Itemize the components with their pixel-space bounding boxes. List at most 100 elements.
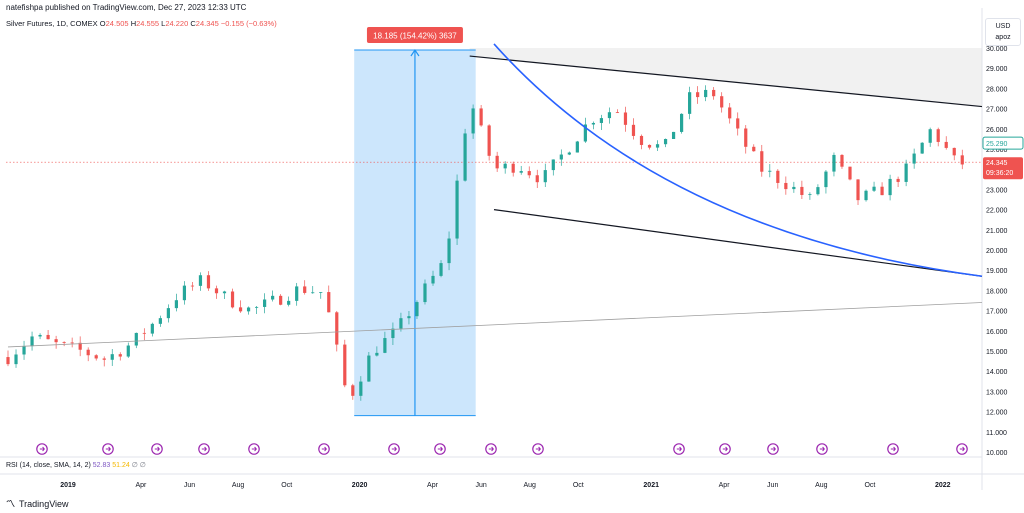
candle-body xyxy=(54,339,58,343)
event-marker-icon xyxy=(956,443,968,455)
candle-body xyxy=(800,186,804,195)
x-tick-label: Apr xyxy=(135,482,147,489)
y-tick-label: 20.000 xyxy=(986,248,1008,255)
candle-body xyxy=(391,328,395,339)
candle-body xyxy=(238,307,243,312)
candle-body xyxy=(46,334,50,340)
x-tick-label: Jun xyxy=(184,482,195,489)
event-arrow xyxy=(770,446,776,452)
candle-body xyxy=(808,194,812,196)
event-arrow xyxy=(321,446,327,452)
candle-body xyxy=(599,118,604,123)
candle-body xyxy=(158,318,162,324)
event-arrow xyxy=(488,446,494,452)
candle-body xyxy=(407,316,411,319)
candle-body xyxy=(190,285,195,287)
y-tick-label: 19.000 xyxy=(986,268,1008,275)
y-tick-label: 27.000 xyxy=(986,107,1008,114)
candle-body xyxy=(126,345,130,357)
event-marker-icon xyxy=(719,443,731,455)
candle-body xyxy=(166,308,170,319)
y-tick-label: 21.000 xyxy=(986,228,1008,235)
candle-body xyxy=(431,275,435,284)
event-arrow xyxy=(535,446,541,452)
symbol-legend[interactable]: Silver Futures, 1D, COMEX O24.505 H24.55… xyxy=(6,19,277,28)
event-arrow xyxy=(251,446,257,452)
x-tick-label: Aug xyxy=(232,482,245,489)
candle-body xyxy=(14,354,18,365)
candle-body xyxy=(463,133,467,181)
candle-body xyxy=(712,89,716,97)
rsi-legend[interactable]: RSI (14, close, SMA, 14, 2) 52.83 51.24 … xyxy=(6,461,146,469)
candle-body xyxy=(487,125,491,156)
candle-body xyxy=(896,178,900,182)
publisher-line: natefishpa published on TradingView.com,… xyxy=(6,3,247,12)
x-tick-label: Oct xyxy=(864,482,875,489)
candle-body xyxy=(840,154,844,167)
candle-body xyxy=(816,187,820,195)
event-marker-icon xyxy=(532,443,544,455)
candle-body xyxy=(960,155,964,165)
channel-shading xyxy=(469,48,982,107)
candle-body xyxy=(679,113,684,132)
event-marker-icon xyxy=(767,443,779,455)
countdown-label: 09:36:20 xyxy=(986,170,1013,177)
event-marker-icon xyxy=(388,443,400,455)
candle-body xyxy=(752,146,756,152)
candle-body xyxy=(479,108,483,126)
event-marker-icon xyxy=(102,443,114,455)
brand-name: TradingView xyxy=(19,498,69,509)
event-arrow xyxy=(819,446,825,452)
candle-body xyxy=(303,286,307,293)
candle-body xyxy=(952,147,956,156)
event-marker-icon xyxy=(151,443,163,455)
candle-body xyxy=(439,263,443,276)
event-marker-icon xyxy=(318,443,330,455)
brand[interactable]: 〽 TradingView xyxy=(6,497,69,510)
y-tick-label: 11.000 xyxy=(986,430,1007,437)
low-label: L xyxy=(161,19,166,28)
candle-body xyxy=(471,108,475,134)
candle-body xyxy=(575,141,579,153)
candle-body xyxy=(182,285,187,301)
candle-body xyxy=(583,124,587,142)
candle-body xyxy=(864,190,868,201)
candle-body xyxy=(912,153,916,164)
y-tick-label: 13.000 xyxy=(986,389,1008,396)
candle-body xyxy=(279,295,283,305)
candle-body xyxy=(511,163,515,173)
event-arrow xyxy=(154,446,160,452)
last-price-label: 24.345 xyxy=(986,160,1008,167)
rsi-label: RSI (14, close, SMA, 14, 2) xyxy=(6,462,91,469)
candle-body xyxy=(639,135,644,145)
candle-body xyxy=(198,275,203,286)
measure-label: 18.185 (154.42%) 3637 xyxy=(373,32,457,41)
x-tick-label: Apr xyxy=(719,482,731,489)
currency-label[interactable]: USD xyxy=(995,23,1011,30)
candle-body xyxy=(928,129,932,143)
candle-body xyxy=(527,171,531,176)
y-tick-label: 10.000 xyxy=(986,450,1008,457)
y-tick-label: 29.000 xyxy=(986,66,1008,73)
event-arrow xyxy=(201,446,207,452)
candle-body xyxy=(415,302,419,317)
candle-body xyxy=(110,354,114,360)
symbol-name[interactable]: Silver Futures, 1D, COMEX xyxy=(6,19,98,28)
candle-body xyxy=(920,142,924,154)
candle-body xyxy=(696,92,700,98)
candle-body xyxy=(744,128,748,147)
candle-body xyxy=(591,122,595,125)
candle-body xyxy=(880,186,884,196)
high-label: H xyxy=(130,19,137,28)
candle-body xyxy=(335,312,339,345)
currency-menu[interactable]: USD apoz xyxy=(985,18,1021,46)
candle-body xyxy=(688,92,692,114)
candle-body xyxy=(222,291,227,294)
candle-body xyxy=(263,299,267,307)
y-tick-label: 12.000 xyxy=(986,410,1008,417)
close-value: 24.345 xyxy=(195,19,219,28)
candle-body xyxy=(848,166,852,180)
candle-body xyxy=(367,355,371,382)
x-tick-label: Aug xyxy=(523,482,536,489)
